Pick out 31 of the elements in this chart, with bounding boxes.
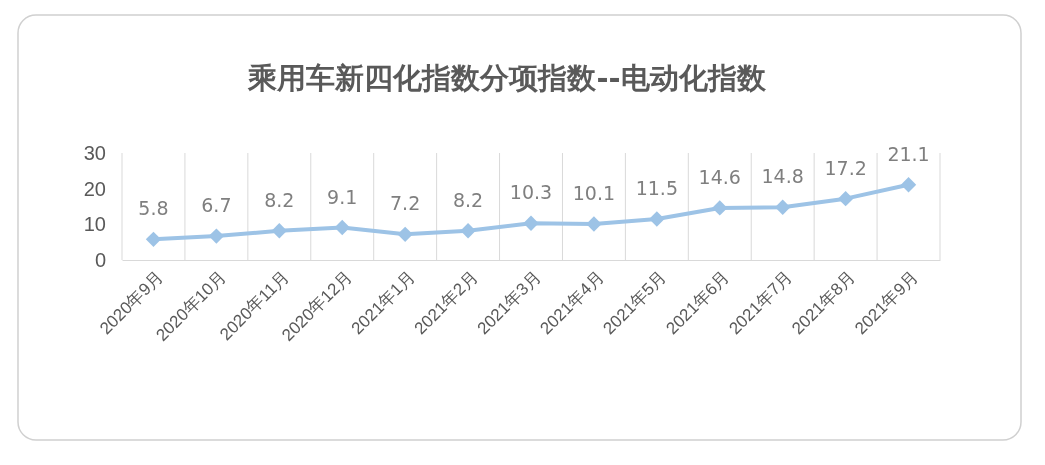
data-label: 6.7 bbox=[201, 194, 232, 217]
point bbox=[837, 190, 854, 207]
point bbox=[460, 223, 476, 239]
data-label: 8.2 bbox=[452, 188, 484, 211]
y-tick-label: 0 bbox=[94, 248, 106, 271]
data-label: 8.2 bbox=[264, 188, 295, 211]
point bbox=[271, 223, 287, 239]
chart-title: 乘用车新四化指数分项指数--电动化指数 bbox=[247, 61, 767, 95]
data-label: 10.1 bbox=[572, 181, 616, 204]
point bbox=[586, 216, 602, 232]
data-label: 10.3 bbox=[509, 181, 553, 204]
point bbox=[334, 219, 350, 236]
point bbox=[775, 199, 791, 215]
point bbox=[900, 177, 917, 193]
data-label: 5.8 bbox=[138, 197, 169, 220]
data-label: 14.6 bbox=[698, 165, 741, 188]
data-label: 21.1 bbox=[887, 142, 930, 165]
data-label: 17.2 bbox=[824, 156, 867, 179]
y-tick-label: 10 bbox=[83, 213, 106, 236]
data-label: 7.2 bbox=[390, 192, 421, 215]
data-label: 14.8 bbox=[761, 165, 804, 188]
data-label: 11.5 bbox=[635, 176, 678, 199]
y-tick-label: 20 bbox=[83, 177, 106, 200]
data-label: 9.1 bbox=[327, 185, 358, 208]
y-tick-label: 30 bbox=[83, 141, 106, 164]
point bbox=[208, 228, 225, 244]
point bbox=[145, 231, 162, 247]
point bbox=[397, 226, 413, 242]
point bbox=[649, 211, 665, 227]
point bbox=[523, 215, 539, 231]
point bbox=[712, 200, 728, 216]
